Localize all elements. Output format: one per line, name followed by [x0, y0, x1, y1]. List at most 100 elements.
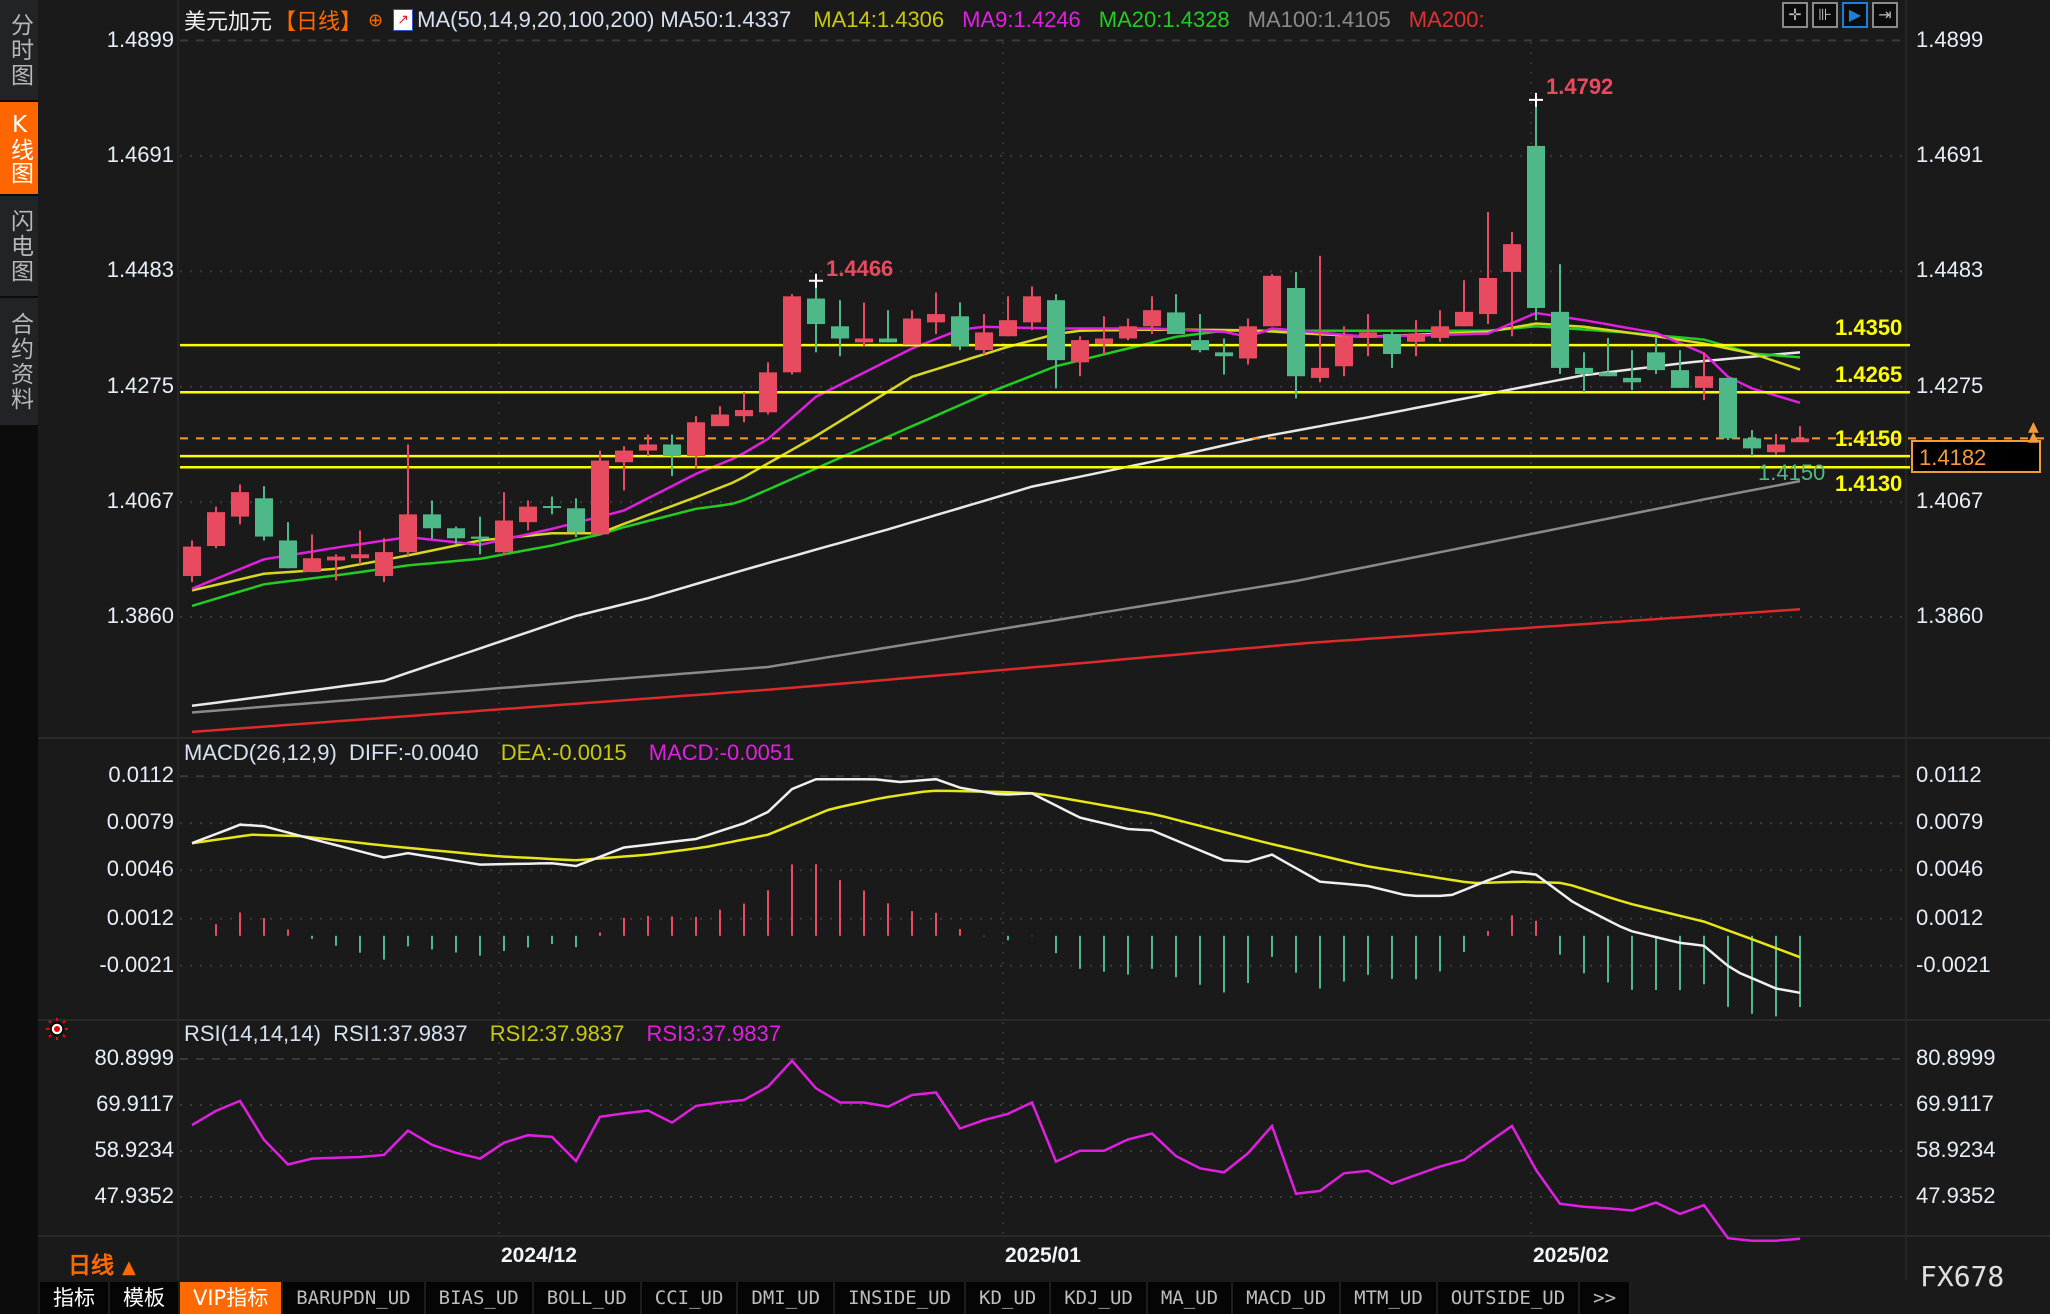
candle-up [327, 556, 345, 561]
candle-up [1791, 438, 1809, 443]
candle-up [1359, 332, 1377, 338]
candle-up [1503, 244, 1521, 272]
candle-up [1335, 336, 1353, 367]
candle-up [639, 444, 657, 451]
tab-inside-ud[interactable]: INSIDE_UD [835, 1282, 967, 1314]
macd-axis-label: 0.0112 [1916, 762, 1982, 788]
tab-bias-ud[interactable]: BIAS_UD [425, 1282, 534, 1314]
tab-[interactable]: 模板 [110, 1282, 180, 1314]
candle-down [831, 326, 849, 339]
add-circle-icon[interactable]: ⊕ [368, 9, 384, 30]
candle-up [1071, 340, 1089, 363]
ma20-line [191, 325, 1801, 608]
sidebar-item-contract-info[interactable]: 合约资料 [0, 298, 38, 425]
candle-up [351, 554, 369, 559]
ma50-value: MA50:1.4337 [660, 7, 792, 32]
candle-down [1671, 370, 1689, 388]
price-axis-label: 1.4899 [106, 26, 174, 52]
candle-down [255, 498, 273, 537]
tab-barupdn-ud[interactable]: BARUPDN_UD [283, 1282, 426, 1314]
tab-boll-ud[interactable]: BOLL_UD [533, 1282, 642, 1314]
indicator-chart-icon[interactable]: ↗ [393, 9, 414, 31]
candle-down [663, 444, 681, 457]
candle-up [399, 514, 417, 553]
candle-up [687, 422, 705, 457]
candle-up [759, 372, 777, 413]
candle-down [1551, 311, 1569, 368]
tab-cci-ud[interactable]: CCI_UD [641, 1282, 739, 1314]
tab-ma-ud[interactable]: MA_UD [1147, 1282, 1234, 1314]
ma-params: MA(50,14,9,20,100,200) [417, 7, 655, 32]
hline-label: 1.4350 [1835, 315, 1903, 341]
candle-up [1695, 376, 1713, 388]
candle-down [471, 536, 489, 539]
rsi-settings-icon[interactable] [45, 1017, 69, 1041]
ma50-line [191, 351, 1801, 708]
price-axis-label: 1.4067 [106, 488, 174, 514]
macd-dea-line [191, 789, 1801, 959]
price-axis-label: 1.4899 [1916, 26, 1984, 52]
scroll-up-icon[interactable]: ▲ ▲ [2028, 419, 2039, 445]
candle-down [1287, 287, 1305, 377]
rsi2-value: RSI2:37.9837 [489, 1021, 625, 1046]
tab-kdj-ud[interactable]: KDJ_UD [1051, 1282, 1148, 1314]
candle-up [591, 460, 609, 535]
hline-label: 1.4150 [1835, 426, 1903, 452]
rsi3-value: RSI3:37.9837 [646, 1021, 781, 1046]
rsi-header: RSI(14,14,14) RSI1:37.9837 RSI2:37.9837 … [184, 1021, 791, 1047]
candle-up [711, 414, 729, 427]
hline-label: 1.4130 [1835, 471, 1903, 497]
date-axis-label: 2024/12 [501, 1244, 577, 1267]
tab-macd-ud[interactable]: MACD_UD [1233, 1282, 1342, 1314]
date-axis-label: 2025/01 [1005, 1244, 1081, 1267]
candle-up [1767, 444, 1785, 453]
fx678-logo: FX678 [1920, 1260, 2005, 1293]
tab-outside-ud[interactable]: OUTSIDE_UD [1437, 1282, 1581, 1314]
period-label: 【日线】 [274, 9, 363, 34]
candle-up [1023, 296, 1041, 323]
macd-axis-label: 0.0112 [108, 762, 174, 788]
caret-up-icon: ▲ [122, 1257, 136, 1278]
tab-mtm-ud[interactable]: MTM_UD [1341, 1282, 1438, 1314]
candle-up [615, 450, 633, 463]
crosshair-icon[interactable]: ✛ [1782, 2, 1808, 28]
chart-toolbar: ✛ ⊪ ▶ ⇥ [1782, 2, 1898, 28]
ma200-value: MA200: [1408, 7, 1485, 32]
period-selector[interactable]: 日线 ▲ [68, 1246, 136, 1280]
tab-dmi-ud[interactable]: DMI_UD [738, 1282, 836, 1314]
play-icon[interactable]: ▶ [1842, 2, 1868, 28]
candle-up [783, 296, 801, 373]
range-icon[interactable]: ⊪ [1812, 2, 1838, 28]
price-axis-label: 1.4067 [1916, 488, 1984, 514]
low-annotation: 1.4150 [1758, 460, 1826, 485]
candle-down [1743, 438, 1761, 449]
rsi-axis-label: 47.9352 [94, 1182, 174, 1208]
sidebar-item-label: 闪电图 [6, 208, 33, 284]
candle-down [1047, 300, 1065, 361]
view-sidebar: 分时图 K线图 闪电图 合约资料 [0, 0, 38, 1314]
high-marker-icon [1529, 92, 1543, 107]
candle-down [879, 338, 897, 343]
ma9-line [191, 311, 1801, 590]
candle-down [1719, 377, 1737, 439]
candle-up [1119, 326, 1137, 339]
macd-dea: DEA:-0.0015 [500, 740, 627, 765]
macd-axis-label: -0.0021 [1916, 951, 1991, 977]
candle-down [1599, 372, 1617, 377]
tab-[interactable]: 指标 [40, 1282, 110, 1314]
sidebar-item-timeshare[interactable]: 分时图 [0, 0, 38, 100]
rsi-axis-label: 69.9117 [1916, 1090, 1994, 1116]
macd-header: MACD(26,12,9) DIFF:-0.0040 DEA:-0.0015 M… [184, 740, 804, 766]
candle-down [1647, 352, 1665, 371]
sidebar-item-flash[interactable]: 闪电图 [0, 196, 38, 296]
candle-down [807, 298, 825, 325]
sidebar-item-label: K线图 [6, 112, 33, 184]
exit-icon[interactable]: ⇥ [1872, 2, 1898, 28]
sidebar-item-kline[interactable]: K线图 [0, 102, 38, 194]
tab-kd-ud[interactable]: KD_UD [966, 1282, 1052, 1314]
tab-vip[interactable]: VIP指标 [180, 1282, 284, 1314]
rsi-line [191, 1058, 1801, 1242]
ma14-line [191, 322, 1801, 592]
tab-[interactable]: >> [1580, 1282, 1632, 1314]
